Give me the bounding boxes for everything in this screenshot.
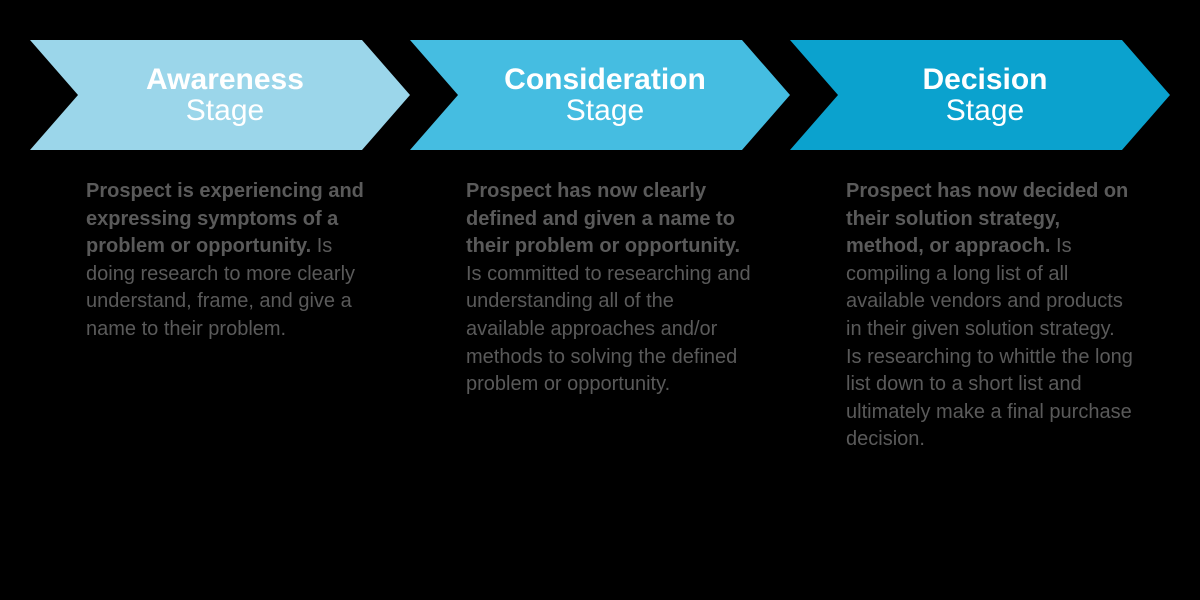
stage-arrow: Awareness Stage	[30, 40, 410, 150]
stage-description-bold: Prospect has now decided on their soluti…	[846, 180, 1128, 257]
stage-description-rest: Is compiling a long list of all availabl…	[846, 235, 1133, 450]
stage-arrow: Decision Stage	[790, 40, 1170, 150]
stage-description: Prospect is experiencing and expressing …	[30, 150, 410, 344]
stage-label: Awareness Stage	[30, 40, 410, 150]
stages-row: Awareness Stage Prospect is experiencing…	[0, 0, 1200, 454]
stage-awareness: Awareness Stage Prospect is experiencing…	[30, 40, 410, 454]
stage-description-bold: Prospect has now clearly defined and giv…	[466, 180, 740, 257]
stage-description: Prospect has now clearly defined and giv…	[410, 150, 790, 399]
stage-title: Decision	[922, 64, 1047, 96]
stage-subtitle: Stage	[946, 95, 1024, 127]
stage-decision: Decision Stage Prospect has now decided …	[790, 40, 1170, 454]
stage-title: Consideration	[504, 64, 706, 96]
stage-description-rest: Is committed to researching and understa…	[466, 263, 751, 395]
stage-label: Consideration Stage	[410, 40, 790, 150]
stage-label: Decision Stage	[790, 40, 1170, 150]
stage-description: Prospect has now decided on their soluti…	[790, 150, 1170, 454]
stage-subtitle: Stage	[566, 95, 644, 127]
stage-consideration: Consideration Stage Prospect has now cle…	[410, 40, 790, 454]
stage-arrow: Consideration Stage	[410, 40, 790, 150]
stage-title: Awareness	[146, 64, 304, 96]
stage-subtitle: Stage	[186, 95, 264, 127]
